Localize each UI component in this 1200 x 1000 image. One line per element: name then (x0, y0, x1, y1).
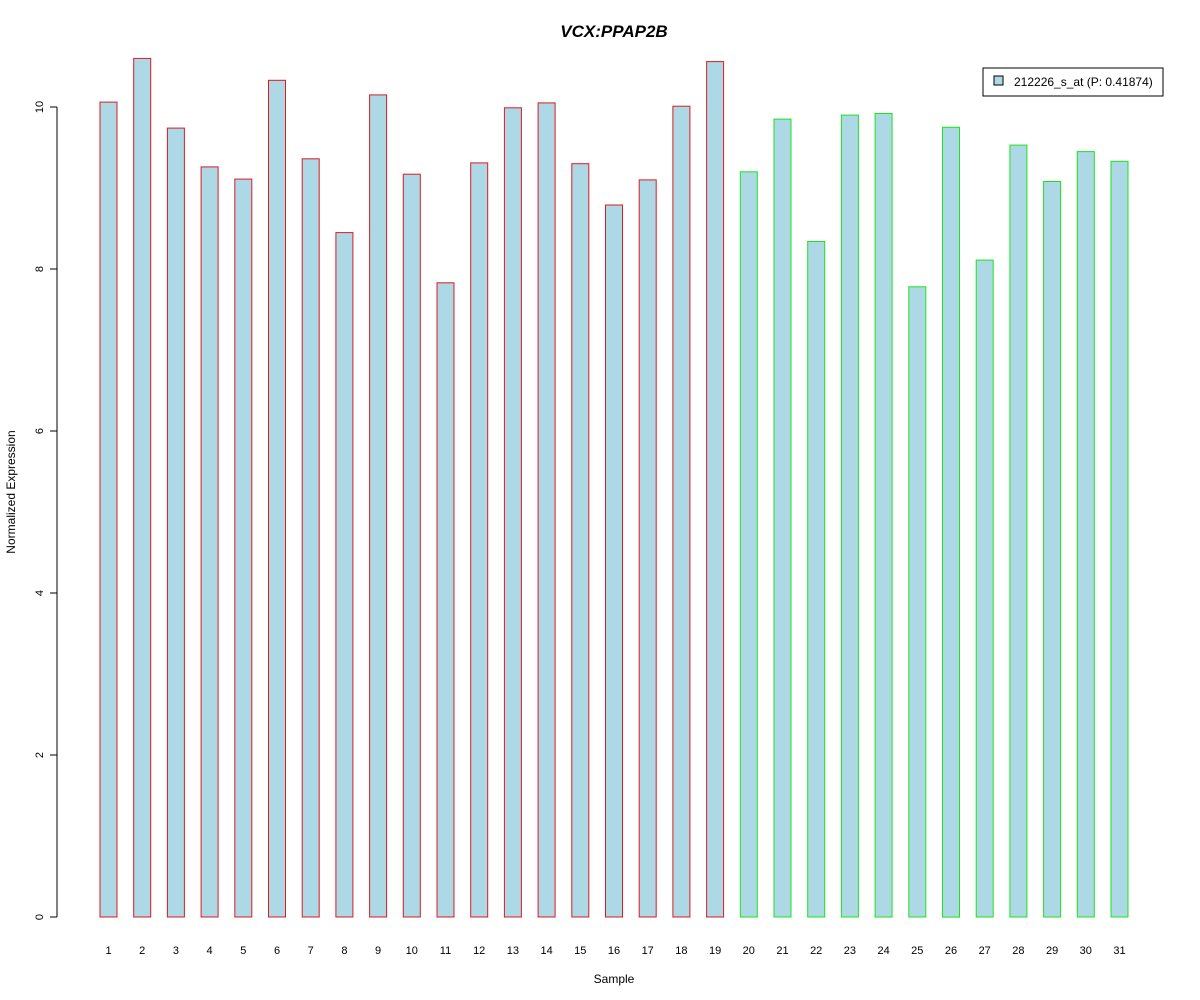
legend-label: 212226_s_at (P: 0.41874) (1014, 75, 1153, 89)
x-tick-label: 27 (979, 945, 991, 957)
x-tick-label: 5 (240, 945, 246, 957)
bar (1076, 151, 1095, 918)
x-tick-label: 19 (709, 945, 721, 957)
x-axis-label: Sample (594, 972, 635, 986)
legend-box (982, 67, 1164, 97)
x-tick-label: 14 (540, 945, 552, 957)
x-tick-label: 12 (473, 945, 485, 957)
bar (807, 241, 826, 918)
bar (672, 105, 691, 918)
chart-title: VCX:PPAP2B (560, 22, 667, 41)
x-tick-label: 13 (507, 945, 519, 957)
bar (1009, 144, 1028, 918)
x-tick-label: 17 (642, 945, 654, 957)
x-tick-label: 30 (1080, 945, 1092, 957)
bar (301, 158, 320, 918)
x-tick-label: 20 (743, 945, 755, 957)
bar (739, 171, 758, 918)
bar (99, 101, 118, 918)
bar (571, 163, 590, 918)
bar (166, 127, 185, 918)
x-tick-label: 11 (440, 945, 451, 957)
x-tick-label: 18 (675, 945, 687, 957)
x-tick-label: 15 (574, 945, 586, 957)
y-axis-label: Normalized Expression (4, 430, 18, 553)
y-axis: 0 2 4 6 8 10 (34, 101, 58, 920)
bar (335, 232, 354, 918)
x-tick-label: 2 (139, 945, 145, 957)
bar (369, 94, 388, 918)
bar (773, 118, 792, 918)
bar (470, 162, 489, 918)
bar (638, 179, 657, 918)
x-tick-label: 25 (911, 945, 923, 957)
y-tick-label: 6 (34, 428, 46, 434)
bar (1043, 181, 1062, 918)
x-tick-label: 23 (844, 945, 856, 957)
bar (706, 61, 725, 918)
bar (200, 166, 219, 918)
x-tick-label: 1 (105, 945, 111, 957)
x-tick-label: 26 (945, 945, 957, 957)
x-tick-label: 3 (173, 945, 179, 957)
x-tick-label: 21 (776, 945, 788, 957)
x-tick-label: 24 (877, 945, 889, 957)
x-tick-label: 8 (341, 945, 347, 957)
y-tick-label: 10 (34, 101, 46, 113)
x-tick-label: 10 (406, 945, 418, 957)
x-tick-labels: 1 2 3 4 5 6 7 8 9 10 11 12 13 14 15 16 17 18 19 20 21 22 23 24 2… (105, 945, 1125, 957)
bar (840, 114, 859, 918)
bar (942, 126, 960, 918)
x-tick-label: 22 (810, 945, 822, 957)
bar (537, 102, 556, 918)
bar (975, 259, 994, 918)
y-tick-label: 2 (34, 752, 46, 758)
y-tick-label: 8 (34, 266, 46, 272)
x-tick-label: 29 (1046, 945, 1058, 957)
bar (234, 178, 253, 918)
x-tick-label: 28 (1012, 945, 1024, 957)
bar (402, 173, 421, 918)
x-tick-label: 7 (308, 945, 314, 957)
bar (503, 107, 522, 918)
bar (268, 79, 286, 918)
x-tick-label: 9 (375, 945, 381, 957)
bar (133, 57, 152, 918)
y-tick-label: 0 (34, 914, 46, 920)
bar (436, 282, 455, 918)
bar (605, 204, 623, 918)
bars (99, 57, 1129, 918)
legend: 212226_s_at (P: 0.41874) (982, 67, 1164, 97)
y-tick-label: 4 (34, 590, 46, 596)
x-tick-label: 4 (207, 945, 213, 957)
x-tick-label: 6 (274, 945, 280, 957)
x-tick-label: 31 (1113, 945, 1125, 957)
x-tick-label: 16 (608, 945, 620, 957)
bar (908, 286, 927, 918)
legend-swatch (993, 75, 1004, 86)
bar (874, 113, 893, 918)
bar (1110, 160, 1129, 918)
